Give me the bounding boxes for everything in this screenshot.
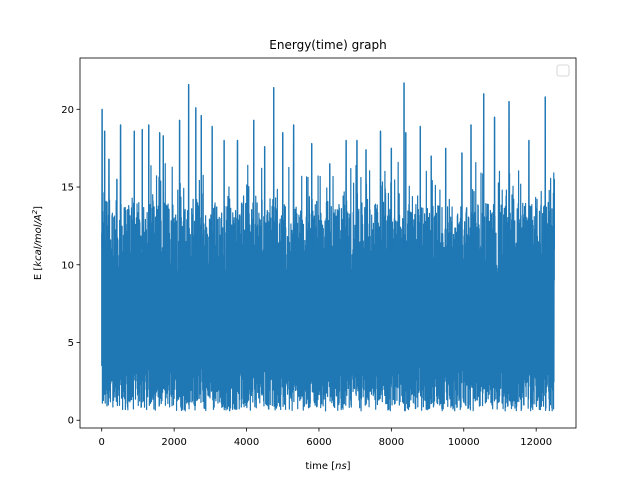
- peak-marks: [101, 82, 555, 250]
- x-tick-label: 2000: [161, 437, 186, 448]
- x-tick-label: 6000: [306, 437, 331, 448]
- series-line-energy: [101, 82, 555, 412]
- plot-area: [80, 58, 576, 428]
- x-tick-label: 10000: [448, 437, 480, 448]
- x-tick-label: 4000: [234, 437, 259, 448]
- x-axis-ticks: 0 2000 4000 6000 8000 10000 12000: [99, 428, 552, 448]
- y-tick-label: 10: [61, 260, 74, 271]
- x-axis-label: time [ns]: [305, 461, 350, 472]
- y-axis-ticks: 0 5 10 15 20: [61, 105, 80, 427]
- plot-frame: [79, 57, 577, 429]
- chart-title: Energy(time) graph: [269, 38, 386, 52]
- y-tick-label: 20: [61, 105, 74, 116]
- x-tick-label: 0: [99, 437, 105, 448]
- y-axis-label: E [kcal/mol/A2]: [31, 206, 44, 280]
- y-tick-label: 5: [68, 338, 74, 349]
- x-tick-label: 12000: [520, 437, 552, 448]
- legend-box: [556, 64, 570, 77]
- x-tick-label: 8000: [379, 437, 404, 448]
- y-tick-label: 0: [68, 416, 74, 427]
- y-tick-label: 15: [61, 183, 74, 194]
